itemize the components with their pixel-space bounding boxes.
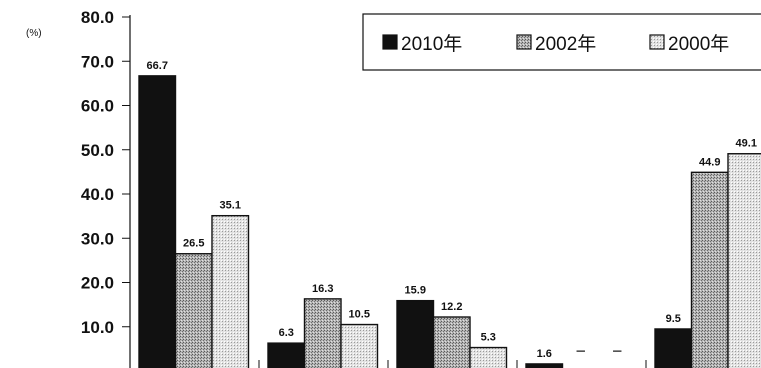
bar (432, 316, 471, 368)
bar (267, 342, 306, 368)
y-tick-label: 10.0 (81, 318, 114, 337)
data-label: 16.3 (312, 283, 333, 295)
data-label-missing: － (612, 346, 623, 358)
category-separators (258, 360, 647, 368)
data-label: 9.5 (666, 313, 681, 325)
legend-box (362, 13, 761, 71)
bar (469, 346, 508, 368)
data-label: 35.1 (220, 200, 241, 212)
data-label: 12.2 (441, 301, 462, 313)
y-unit-label: (%) (26, 28, 42, 39)
data-label: 6.3 (279, 327, 294, 339)
data-label: 5.3 (481, 332, 496, 344)
y-tick-label: 80.0 (81, 8, 114, 27)
data-label: 49.1 (736, 138, 757, 150)
y-tick-label: 70.0 (81, 52, 114, 71)
legend-swatch (516, 34, 532, 50)
bar (303, 298, 342, 368)
legend: 2010年 2002年 2000年 (362, 13, 761, 71)
bar (138, 75, 177, 368)
bar (211, 214, 250, 368)
y-axis-ticks: 80.0 70.0 60.0 50.0 40.0 30.0 20.0 10.0 (81, 8, 130, 337)
bar (174, 253, 213, 368)
legend-items: 2010年 2002年 2000年 (382, 33, 729, 55)
bar (396, 299, 435, 368)
legend-swatch (649, 34, 665, 50)
data-label: 1.6 (537, 348, 552, 360)
data-label-missing: － (575, 346, 586, 358)
data-label: 66.7 (147, 60, 168, 72)
bar (525, 363, 564, 368)
y-tick-label: 40.0 (81, 185, 114, 204)
bar (340, 323, 379, 368)
y-tick-label: 60.0 (81, 97, 114, 116)
legend-label: 2010年 (401, 33, 462, 55)
bars-group (138, 75, 761, 368)
data-label: 15.9 (405, 285, 426, 297)
data-label: 26.5 (183, 238, 204, 250)
bar (727, 153, 761, 368)
legend-label: 2000年 (668, 33, 729, 55)
bar (690, 171, 729, 368)
y-tick-label: 50.0 (81, 141, 114, 160)
y-tick-label: 20.0 (81, 274, 114, 293)
y-tick-label: 30.0 (81, 229, 114, 248)
bar (654, 328, 693, 368)
data-labels-group: 66.7 26.5 35.1 6.3 16.3 10.5 15.9 12.2 5.3 1.6 － － 9… (147, 60, 757, 360)
legend-label: 2002年 (535, 33, 596, 55)
data-label: 10.5 (349, 309, 370, 321)
legend-swatch (382, 34, 398, 50)
data-label: 44.9 (699, 156, 720, 168)
